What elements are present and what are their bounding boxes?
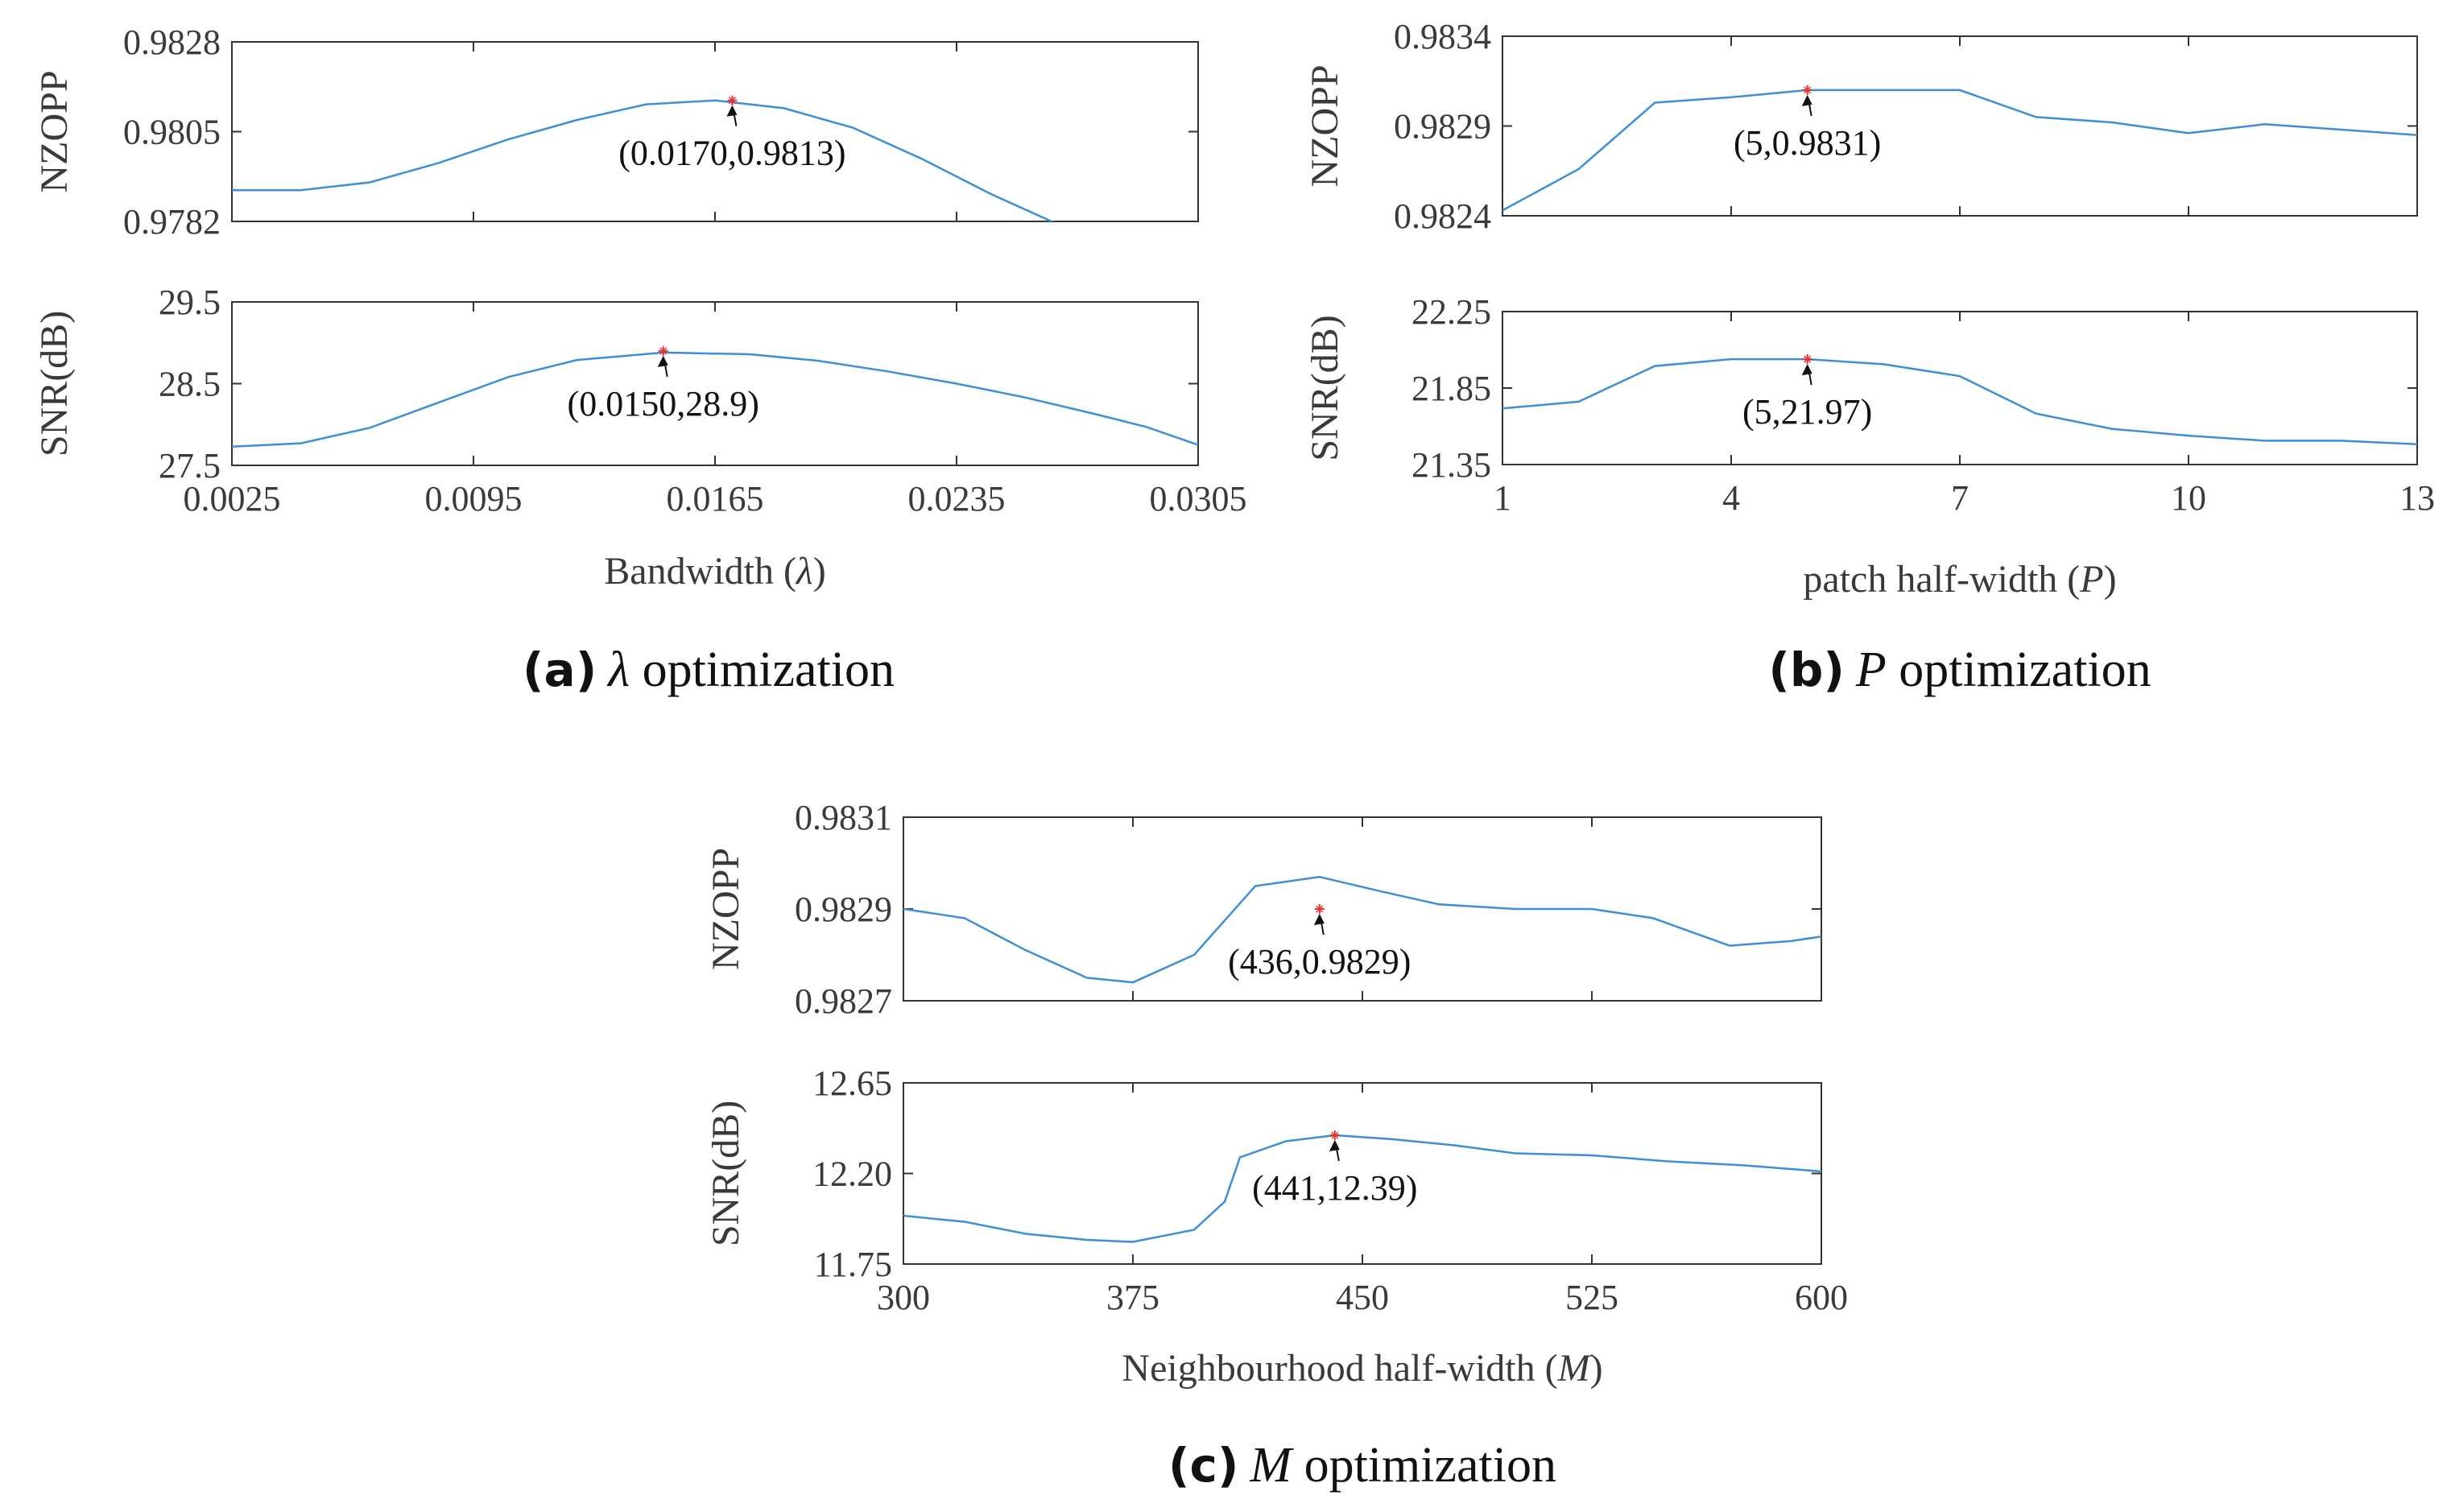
annotation-arrow	[726, 105, 738, 126]
x-tick-label: 375	[1106, 1278, 1159, 1317]
y-axis-label: NZOPP	[705, 848, 747, 970]
x-axis-label: patch half-width (P)	[1803, 558, 2116, 601]
y-axis-label: SNR(dB)	[705, 1101, 747, 1246]
x-tick-label: 450	[1336, 1278, 1389, 1317]
y-tick-label: 0.9782	[123, 202, 221, 242]
y-axis-label: NZOPP	[33, 70, 76, 192]
peak-marker	[727, 95, 738, 105]
y-tick-label: 0.9829	[1394, 107, 1491, 147]
x-tick-label: 525	[1565, 1278, 1618, 1317]
annotation-arrow	[657, 355, 668, 378]
y-axis-label: NZOPP	[1304, 64, 1346, 187]
y-tick-label: 12.20	[812, 1155, 892, 1194]
panel-b-snr: 22.25 21.85 21.351 4 7 10 13 SNR(dB) (5,21.97)	[1304, 292, 2435, 518]
peak-label: (0.0150,28.9)	[568, 384, 759, 423]
series-line	[232, 351, 1198, 448]
y-tick-label: 0.9829	[795, 890, 892, 929]
y-tick-label: 21.35	[1411, 445, 1491, 485]
x-tick-label: 4	[1722, 478, 1740, 518]
axes-box	[231, 41, 1199, 222]
panel-a-nzopp: 0.9828 0.9805 0.9782 NZOPP (0.0170,0.9813)	[33, 23, 1199, 242]
peak-marker	[1329, 1130, 1340, 1140]
peak-label: (436,0.9829)	[1228, 942, 1411, 981]
x-tick-label: 300	[877, 1278, 930, 1317]
series-line	[903, 1134, 1821, 1243]
peak-label: (5,21.97)	[1742, 392, 1872, 432]
series-line	[232, 99, 1055, 221]
peak-label: (5,0.9831)	[1734, 123, 1881, 163]
x-tick-label: 0.0095	[425, 479, 523, 518]
annotation-arrow	[1329, 1140, 1340, 1162]
x-axis-label: Neighbourhood half-width (M)	[1122, 1347, 1602, 1390]
series-line	[1502, 357, 2417, 445]
peak-label: (0.0170,0.9813)	[618, 134, 845, 173]
y-tick-label: 28.5	[159, 365, 221, 404]
peak-marker	[1314, 904, 1325, 914]
x-tick-label: 600	[1795, 1278, 1848, 1317]
series-line	[903, 875, 1821, 984]
y-axis-label: SNR(dB)	[1304, 315, 1346, 461]
chart-b: 0.9834 0.9829 0.9824 NZOPP (5,0.9831) 22.25 21…	[1304, 17, 2435, 697]
peak-marker	[1802, 354, 1812, 365]
y-tick-label: 0.9805	[123, 113, 221, 152]
subfigure-caption: (c) M optimization	[1168, 1438, 1556, 1493]
panel-a-snr: 29.5 28.5 27.50.0025 0.0095 0.0165 0.0235 0.03…	[33, 283, 1247, 518]
peak-marker	[658, 345, 668, 356]
x-axis-label: Bandwidth (λ)	[604, 550, 825, 593]
series-line	[1502, 89, 2417, 212]
panel-c-nzopp: 0.9831 0.9829 0.9827 NZOPP (436,0.9829)	[705, 798, 1822, 1021]
y-tick-label: 27.5	[159, 446, 221, 485]
y-tick-label: 11.75	[814, 1245, 892, 1284]
annotation-arrow	[1801, 94, 1812, 117]
y-tick-label: 0.9834	[1394, 17, 1491, 56]
chart-c: 0.9831 0.9829 0.9827 NZOPP (436,0.9829) 12.65…	[705, 798, 1848, 1493]
y-axis-label: SNR(dB)	[33, 311, 76, 456]
y-tick-label: 0.9827	[795, 981, 892, 1021]
peak-marker	[1802, 85, 1812, 95]
x-tick-label: 0.0025	[184, 479, 281, 518]
y-tick-label: 0.9831	[795, 798, 892, 837]
x-tick-label: 10	[2171, 478, 2206, 518]
x-tick-label: 7	[1951, 478, 1969, 518]
x-tick-label: 1	[1494, 478, 1511, 518]
annotation-arrow	[1313, 914, 1325, 936]
x-tick-label: 0.0165	[667, 479, 764, 518]
y-tick-label: 22.25	[1411, 292, 1491, 332]
chart-a: 0.9828 0.9805 0.9782 NZOPP (0.0170,0.9813) 29…	[33, 23, 1247, 697]
y-tick-label: 12.65	[812, 1064, 892, 1103]
subfigure-caption: (a) λ optimization	[523, 642, 895, 697]
y-tick-label: 29.5	[159, 283, 221, 322]
subfigure-caption: (b) P optimization	[1768, 642, 2151, 697]
y-tick-label: 0.9828	[123, 23, 221, 62]
y-tick-label: 0.9824	[1394, 196, 1491, 236]
x-tick-label: 13	[2399, 478, 2435, 518]
x-tick-label: 0.0235	[908, 479, 1006, 518]
peak-label: (441,12.39)	[1252, 1168, 1417, 1208]
x-tick-label: 0.0305	[1150, 479, 1247, 518]
y-tick-label: 21.85	[1411, 369, 1491, 408]
annotation-arrow	[1801, 364, 1812, 386]
panel-b-nzopp: 0.9834 0.9829 0.9824 NZOPP (5,0.9831)	[1304, 17, 2418, 236]
